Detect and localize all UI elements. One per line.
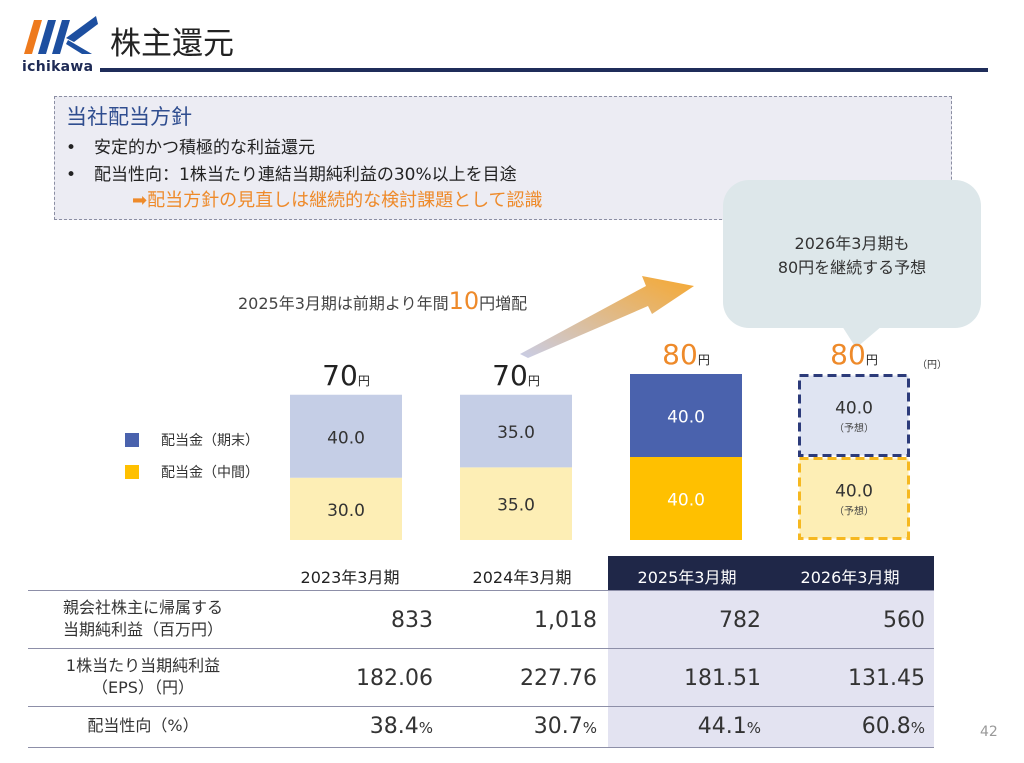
chart-unit-label: （円） xyxy=(917,360,947,371)
table-divider xyxy=(28,648,934,649)
bar-interim-1 xyxy=(460,467,572,540)
net-income-2024: 1,018 xyxy=(534,608,597,633)
payout-ratio-2023: 38.4% xyxy=(283,714,433,739)
table-divider xyxy=(28,590,934,591)
payout-ratio-value: 60.8 xyxy=(861,714,911,739)
year-label-2023: 2023年3月期 xyxy=(300,568,400,587)
eps-2025: 181.51 xyxy=(684,666,761,691)
bar-interim-2 xyxy=(630,457,742,540)
company-logo: ichikawa xyxy=(22,10,104,75)
total-label-0: 70円 xyxy=(322,359,370,392)
table-divider xyxy=(28,706,934,707)
total-label-3: 80円 xyxy=(830,338,878,371)
policy-heading: 当社配当方針 xyxy=(66,105,192,129)
year-label-2026: 2026年3月期 xyxy=(800,568,900,587)
data-label-final-2: 40.0 xyxy=(667,408,705,428)
policy-bullet-1: • 安定的かつ積極的な利益還元 xyxy=(66,133,315,158)
bar-final-1 xyxy=(460,394,572,468)
increase-note: 2025年3月期は前期より年間10円増配 xyxy=(238,287,527,315)
page-number: 42 xyxy=(980,724,998,740)
percent-unit: % xyxy=(582,719,597,737)
increase-amount: 10 xyxy=(448,287,480,315)
legend-final-label: 配当金（期末） xyxy=(161,433,259,449)
row-label-eps: 1株当たり当期純利益 （EPS）（円） xyxy=(65,656,221,697)
table-divider xyxy=(28,747,934,748)
ichikawa-logo-icon xyxy=(24,16,98,54)
data-label-interim-2: 40.0 xyxy=(667,491,705,511)
forecast-label-interim: （予想） xyxy=(834,505,874,518)
payout-ratio-value: 30.7 xyxy=(533,714,583,739)
table-header-highlight xyxy=(608,556,934,590)
title-divider xyxy=(100,68,988,72)
bar-interim-0 xyxy=(290,477,402,540)
row-label-payout-ratio: 配当性向（%） xyxy=(87,716,199,735)
total-label-2: 80円 xyxy=(662,338,710,371)
policy-bullet-text: 安定的かつ積極的な利益還元 xyxy=(94,138,315,158)
bar-final-0 xyxy=(290,394,402,478)
net-income-2025: 782 xyxy=(719,608,761,633)
payout-ratio-2025: 44.1% xyxy=(611,714,761,739)
eps-2024: 227.76 xyxy=(520,666,597,691)
policy-bullet-text: 配当性向：1株当たり連結当期純利益の30%以上を目途 xyxy=(94,165,517,185)
legend-interim: 配当金（中間） xyxy=(125,462,259,482)
payout-ratio-value: 38.4 xyxy=(369,714,419,739)
year-label-2024: 2024年3月期 xyxy=(472,568,572,587)
forecast-label-final: （予想） xyxy=(834,422,874,435)
legend-interim-swatch xyxy=(125,465,139,479)
data-label-interim-3: 40.0 xyxy=(835,482,873,502)
net-income-2023: 833 xyxy=(391,608,433,633)
page-title: 株主還元 xyxy=(110,26,234,62)
forecast-bubble-text: 2026年3月期も 80円を継続する予想 xyxy=(777,234,927,277)
row-label-net-income: 親会社株主に帰属する 当期純利益（百万円） xyxy=(62,598,223,639)
speech-bubble-tail xyxy=(842,326,882,348)
increase-note-suffix: 円増配 xyxy=(479,294,528,313)
forecast-speech-bubble xyxy=(723,180,981,328)
data-label-final-0: 40.0 xyxy=(327,428,365,448)
percent-unit: % xyxy=(910,719,925,737)
dividend-chart: 30.0 40.0 70円 35.0 35.0 70円 40.0 40.0 80円 40.0 40.… xyxy=(290,338,910,540)
data-label-interim-1: 35.0 xyxy=(497,496,535,516)
eps-2023: 182.06 xyxy=(356,666,433,691)
data-label-interim-0: 30.0 xyxy=(327,501,365,521)
legend-final: 配当金（期末） xyxy=(125,430,259,450)
eps-2026: 131.45 xyxy=(848,666,925,691)
bar-interim-3 xyxy=(798,457,910,540)
bullet-dot: • xyxy=(66,138,77,158)
increase-note-prefix: 2025年3月期は前期より年間 xyxy=(238,294,449,313)
legend-final-swatch xyxy=(125,433,139,447)
payout-ratio-2026: 60.8% xyxy=(775,714,925,739)
net-income-2026: 560 xyxy=(883,608,925,633)
bullet-dot: • xyxy=(66,165,77,185)
payout-ratio-2024: 30.7% xyxy=(447,714,597,739)
data-label-final-1: 35.0 xyxy=(497,423,535,443)
bar-final-3 xyxy=(798,374,910,457)
policy-bullet-2: • 配当性向：1株当たり連結当期純利益の30%以上を目途 xyxy=(66,160,517,185)
policy-review-note: ➡配当方針の見直しは継続的な検討課題として認識 xyxy=(132,190,543,211)
data-label-final-3: 40.0 xyxy=(835,399,873,419)
payout-ratio-value: 44.1 xyxy=(697,714,747,739)
legend-interim-label: 配当金（中間） xyxy=(161,465,259,481)
year-label-2025: 2025年3月期 xyxy=(637,568,737,587)
bar-final-2 xyxy=(630,374,742,457)
table-highlight-columns xyxy=(608,590,934,748)
increase-arrow-icon xyxy=(520,276,694,358)
logo-text: ichikawa xyxy=(22,59,94,75)
percent-unit: % xyxy=(746,719,761,737)
percent-unit: % xyxy=(418,719,433,737)
total-label-1: 70円 xyxy=(492,359,540,392)
